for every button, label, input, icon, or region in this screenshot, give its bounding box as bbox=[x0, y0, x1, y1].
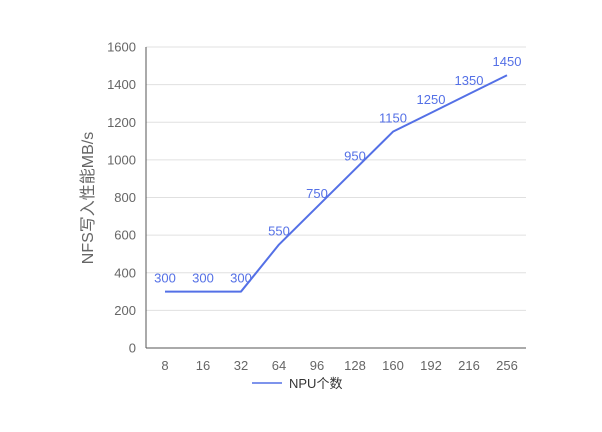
x-tick-label: 192 bbox=[420, 358, 442, 373]
data-label: 1250 bbox=[417, 92, 446, 107]
x-tick-label: 16 bbox=[196, 358, 210, 373]
data-label: 750 bbox=[306, 186, 328, 201]
data-label: 300 bbox=[230, 271, 252, 286]
data-label: 1150 bbox=[379, 111, 407, 126]
x-tick-label: 96 bbox=[310, 358, 324, 373]
y-tick-label: 1400 bbox=[107, 77, 136, 92]
x-tick-label: 256 bbox=[496, 358, 518, 373]
data-label: 1350 bbox=[455, 73, 484, 88]
y-tick-label: 1000 bbox=[107, 152, 136, 167]
y-tick-label: 0 bbox=[129, 341, 136, 356]
legend-label: NPU个数 bbox=[289, 376, 342, 391]
axes bbox=[145, 47, 526, 349]
y-axis-label: NFS写入性能MB/s bbox=[79, 132, 97, 264]
series-group bbox=[165, 74, 508, 293]
x-tick-labels: 8 16 32 64 96 128 160 192 216 256 bbox=[161, 358, 517, 373]
y-tick-label: 800 bbox=[114, 190, 136, 205]
y-tick-label: 1200 bbox=[107, 115, 136, 130]
data-labels: 300 300 300 550 750 950 1150 1250 1350 1450 bbox=[154, 54, 521, 285]
data-label: 550 bbox=[268, 224, 290, 239]
grid-lines bbox=[146, 46, 526, 311]
x-tick-label: 160 bbox=[382, 358, 404, 373]
x-tick-label: 128 bbox=[344, 358, 366, 373]
x-tick-label: 8 bbox=[161, 358, 168, 373]
x-tick-label: 64 bbox=[272, 358, 286, 373]
x-tick-label: 216 bbox=[458, 358, 480, 373]
y-tick-label: 600 bbox=[114, 228, 136, 243]
data-label: 950 bbox=[344, 148, 366, 163]
y-tick-labels: 0 200 400 600 800 1000 1200 1400 1600 bbox=[107, 40, 136, 356]
data-label: 300 bbox=[154, 271, 176, 286]
series-line bbox=[165, 74, 508, 293]
y-tick-label: 400 bbox=[114, 265, 136, 280]
legend: NPU个数 bbox=[252, 376, 342, 391]
y-tick-label: 1600 bbox=[107, 40, 136, 55]
data-label: 1450 bbox=[493, 54, 522, 69]
y-tick-label: 200 bbox=[114, 303, 136, 318]
x-tick-label: 32 bbox=[234, 358, 248, 373]
data-label: 300 bbox=[192, 271, 214, 286]
